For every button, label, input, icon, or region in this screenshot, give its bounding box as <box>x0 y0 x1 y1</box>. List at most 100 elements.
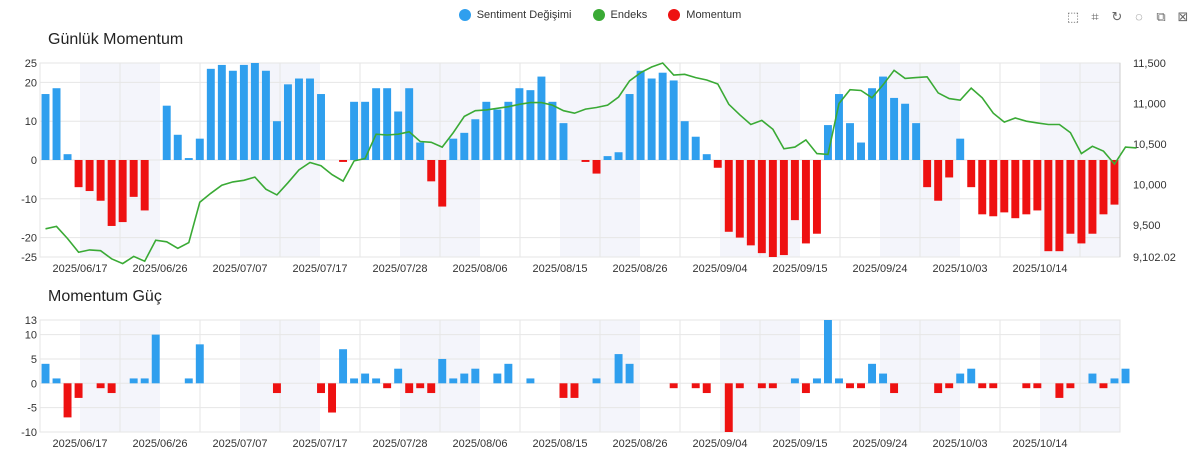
momentum-bar-68 <box>790 160 799 221</box>
strength-bar-57 <box>669 383 678 389</box>
strength-bar-48 <box>570 383 579 398</box>
sentiment-legend-swatch <box>458 9 471 21</box>
momentum-bar-77 <box>890 97 899 160</box>
restore-icon[interactable]: ↻ <box>1111 9 1123 24</box>
momentum-bar-72 <box>835 94 843 160</box>
strength-bar-50 <box>592 378 601 384</box>
strength-bar-86 <box>989 383 998 389</box>
momentum-bar-21 <box>272 121 281 160</box>
strength-xtick-4: 2025/07/28 <box>372 438 427 450</box>
strength-bar-98 <box>1121 368 1130 384</box>
strength-bar-82 <box>945 383 954 389</box>
strength-xtick-1: 2025/06/26 <box>132 438 187 450</box>
momentum-bar-4 <box>85 160 94 192</box>
strength-xtick-3: 2025/07/17 <box>292 438 347 450</box>
momentum-bar-67 <box>779 160 788 256</box>
momentum-bar-61 <box>713 160 722 168</box>
endeks-ytick-4: 9,500 <box>1133 220 1161 232</box>
legend-item-momentum[interactable]: Momentum <box>668 9 741 21</box>
strength-bar-81 <box>934 383 943 394</box>
strength-ytick-5: -10 <box>21 427 37 439</box>
momentum-bar-12 <box>173 134 182 160</box>
chart-title-daily-momentum: Günlük Momentum <box>48 31 184 48</box>
momentum-bar-66 <box>768 160 777 257</box>
legend-item-endeks[interactable]: Endeks <box>592 9 647 21</box>
momentum-bar-43 <box>515 88 524 160</box>
strength-bar-97 <box>1110 378 1119 384</box>
strength-bar-13 <box>184 378 193 384</box>
momentum-bar-0 <box>41 94 50 160</box>
strength-bar-47 <box>559 383 568 398</box>
momentum-bar-64 <box>746 160 755 246</box>
momentum-bar-34 <box>416 142 425 160</box>
momentum-bar-46 <box>548 101 557 160</box>
legend-label-sentiment: Sentiment Değişimi <box>476 9 572 21</box>
momentum-bar-29 <box>361 101 370 160</box>
strength-bar-72 <box>835 378 843 384</box>
momentum-bar-97 <box>1110 160 1119 205</box>
endeks-ytick-0: 11,500 <box>1133 58 1166 70</box>
lasso-icon[interactable]: ⌗ <box>1091 9 1099 24</box>
momentum-bar-69 <box>801 160 810 244</box>
rect-select-icon[interactable]: ◌ <box>1135 9 1143 24</box>
strength-bar-32 <box>394 368 403 384</box>
strength-ytick-4: -5 <box>27 403 37 415</box>
momentum-bar-16 <box>217 64 226 160</box>
strength-bar-59 <box>691 383 700 389</box>
strength-bar-39 <box>471 368 480 384</box>
momentum-bar-22 <box>283 84 292 160</box>
momentum-bar-38 <box>460 132 469 160</box>
strength-bar-30 <box>372 378 381 384</box>
momentum-bar-71 <box>823 125 832 160</box>
legend-item-sentiment[interactable]: Sentiment Değişimi <box>458 9 572 21</box>
strength-bar-3 <box>74 383 83 398</box>
momentum-xtick-1: 2025/06/26 <box>132 263 187 275</box>
momentum-bar-2 <box>63 154 72 160</box>
strength-xtick-0: 2025/06/17 <box>52 438 107 450</box>
momentum-bar-45 <box>537 76 546 160</box>
momentum-bar-93 <box>1066 160 1075 234</box>
momentum-bar-19 <box>250 63 259 160</box>
momentum-bar-75 <box>868 88 877 160</box>
strength-bar-68 <box>790 378 799 384</box>
momentum-xtick-11: 2025/10/03 <box>932 263 987 275</box>
momentum-bar-31 <box>383 88 392 160</box>
zoom-icon[interactable]: ⬚ <box>1066 9 1080 24</box>
strength-bar-71 <box>823 320 832 384</box>
strength-bar-21 <box>272 383 281 394</box>
momentum-bar-84 <box>967 160 976 188</box>
momentum-xtick-4: 2025/07/28 <box>372 263 427 275</box>
momentum-bar-53 <box>625 94 634 160</box>
strength-bar-28 <box>350 378 359 384</box>
strength-xtick-12: 2025/10/14 <box>1012 438 1067 450</box>
strength-bar-33 <box>405 383 414 394</box>
strength-bar-90 <box>1033 383 1042 389</box>
strength-bar-96 <box>1099 383 1108 389</box>
strength-xtick-9: 2025/09/15 <box>772 438 827 450</box>
strength-bar-37 <box>449 378 458 384</box>
momentum-bar-74 <box>857 142 865 160</box>
momentum-bar-65 <box>757 160 766 254</box>
strength-xtick-10: 2025/09/24 <box>852 438 907 450</box>
momentum-ytick-4: -10 <box>21 194 37 206</box>
momentum-bar-36 <box>438 160 447 207</box>
momentum-bar-51 <box>603 156 612 160</box>
momentum-bar-94 <box>1077 160 1086 244</box>
momentum-bar-59 <box>691 136 700 160</box>
momentum-bar-57 <box>669 80 678 160</box>
momentum-bar-32 <box>394 111 403 160</box>
momentum-xtick-0: 2025/06/17 <box>52 263 107 275</box>
save-image-icon[interactable]: ⧉ <box>1156 9 1166 24</box>
clear-icon[interactable]: ⊠ <box>1177 9 1189 24</box>
momentum-ytick-6: -25 <box>21 252 37 264</box>
strength-bar-38 <box>460 373 469 384</box>
momentum-xtick-10: 2025/09/24 <box>852 263 907 275</box>
strength-bar-70 <box>812 378 821 384</box>
momentum-bar-3 <box>74 160 83 188</box>
momentum-bar-86 <box>989 160 998 217</box>
strength-bar-60 <box>702 383 711 394</box>
strength-xtick-5: 2025/08/06 <box>452 438 507 450</box>
momentum-bar-17 <box>228 70 237 160</box>
momentum-bar-80 <box>923 160 932 188</box>
